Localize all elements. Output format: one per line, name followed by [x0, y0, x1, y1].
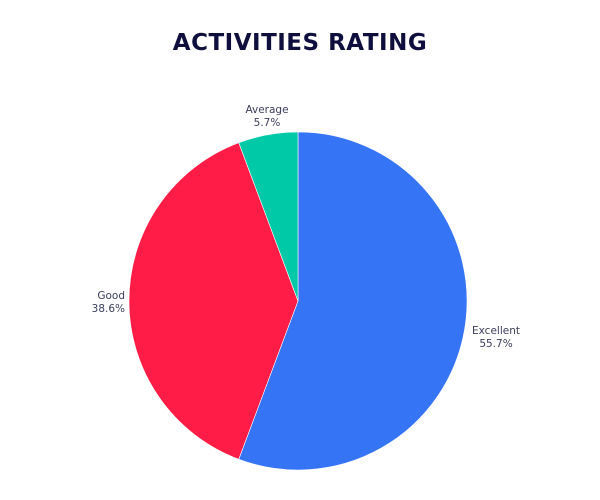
label-excellent: Excellent 55.7%: [460, 325, 532, 351]
label-average: Average 5.7%: [232, 104, 302, 130]
label-excellent-value: 55.7%: [479, 338, 513, 350]
label-excellent-name: Excellent: [472, 325, 520, 337]
label-good: Good 38.6%: [60, 290, 125, 316]
slice-good: [128, 142, 299, 460]
label-average-name: Average: [245, 104, 289, 116]
label-good-value: 38.6%: [91, 303, 125, 315]
slice-average: [238, 131, 299, 302]
chart-title: ACTIVITIES RATING: [172, 30, 428, 56]
label-good-name: Good: [97, 290, 125, 302]
slice-excellent: [238, 131, 468, 471]
label-average-value: 5.7%: [253, 117, 281, 129]
